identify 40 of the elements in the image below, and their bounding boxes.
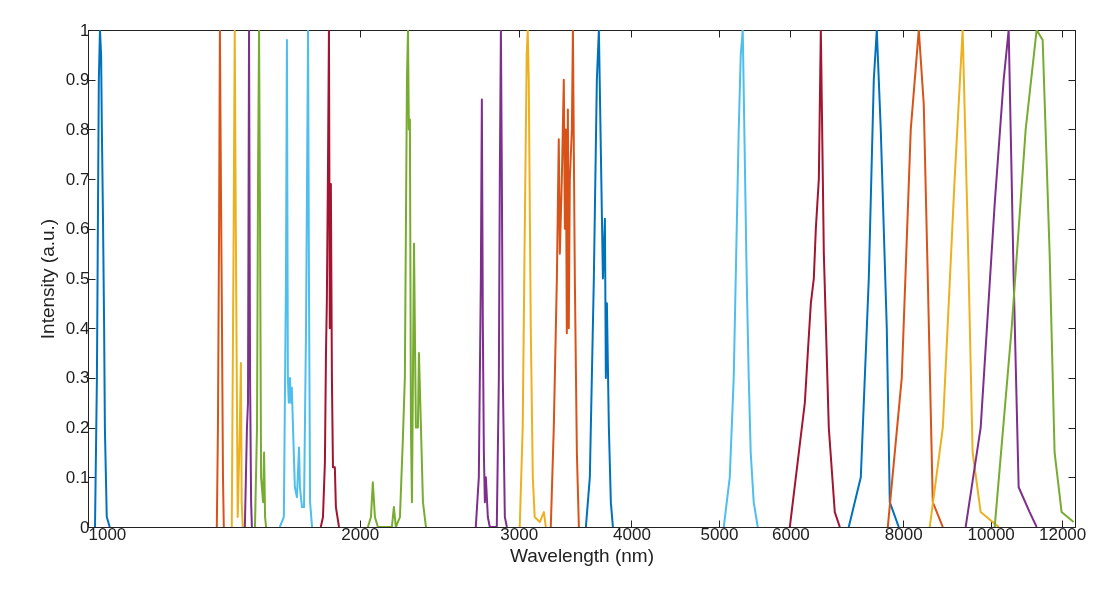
line-series (474, 30, 508, 527)
line-series (518, 30, 547, 527)
line-series (278, 30, 314, 527)
y-axis-title: Intensity (a.u.) (36, 218, 58, 340)
y-tick-label: 0.3 (65, 368, 90, 388)
line-series (847, 30, 900, 527)
x-tick-label: 3000 (500, 524, 539, 544)
line-series (215, 30, 225, 527)
line-series (549, 30, 580, 527)
x-tick-label: 4000 (613, 524, 651, 544)
line-series (788, 30, 841, 527)
line-series (584, 30, 614, 527)
x-tick-label: 1000 (88, 524, 127, 544)
y-tick-label: 0.6 (65, 219, 90, 239)
x-tick-label: 10000 (967, 524, 1015, 544)
y-tick-label: 0.1 (65, 467, 90, 487)
line-series (366, 30, 427, 527)
line-series (319, 30, 340, 527)
x-tick-label: 5000 (700, 524, 739, 544)
line-series (243, 30, 253, 527)
x-tick-label: 8000 (884, 524, 923, 544)
y-tick-label: 0.7 (65, 169, 90, 189)
x-tick-label: 6000 (772, 524, 810, 544)
line-series (993, 30, 1075, 527)
x-tick-label: 2000 (341, 524, 380, 544)
line-series (928, 30, 1000, 527)
y-tick-label: 0.8 (65, 119, 90, 139)
line-series (964, 30, 1038, 527)
y-tick-label: 0.5 (65, 269, 90, 288)
line-series (253, 30, 268, 527)
y-tick-label: 0.2 (65, 418, 90, 438)
line-series (886, 30, 944, 527)
y-tick-label: 1 (80, 20, 90, 40)
line-series (722, 30, 759, 527)
y-tick-label: 0.4 (65, 318, 90, 338)
y-tick-label: 0.9 (65, 70, 90, 90)
x-axis-title: Wavelength (nm) (510, 544, 654, 566)
line-series (230, 30, 244, 527)
line-series (93, 30, 111, 527)
x-tick-label: 12000 (1039, 524, 1087, 544)
